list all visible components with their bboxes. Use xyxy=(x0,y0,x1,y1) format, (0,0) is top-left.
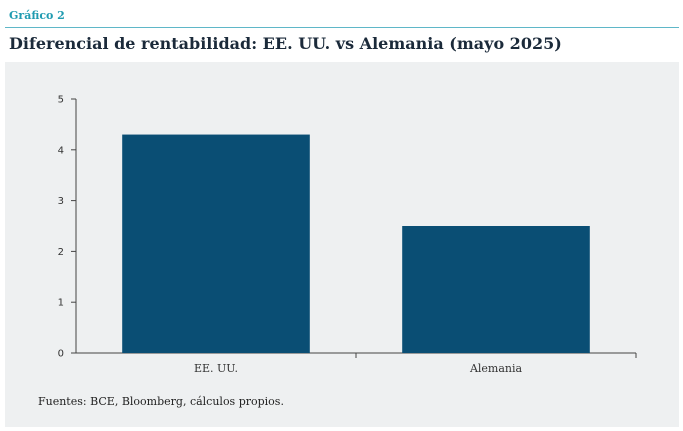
y-tick-label: 3 xyxy=(58,196,64,207)
chart-title: Diferencial de rentabilidad: EE. UU. vs … xyxy=(9,34,562,53)
x-tick-label: Alemania xyxy=(469,362,523,375)
header-rule xyxy=(5,27,679,28)
figure-kicker: Gráfico 2 xyxy=(9,9,65,22)
bar xyxy=(122,134,310,353)
bar xyxy=(402,226,590,353)
y-tick-label: 2 xyxy=(58,247,64,258)
source-note: Fuentes: BCE, Bloomberg, cálculos propio… xyxy=(38,395,284,408)
y-tick-label: 5 xyxy=(58,95,64,106)
y-tick-label: 0 xyxy=(58,349,64,360)
y-tick-label: 4 xyxy=(58,145,64,156)
x-tick-label: EE. UU. xyxy=(194,362,238,375)
y-tick-label: 1 xyxy=(58,298,64,309)
